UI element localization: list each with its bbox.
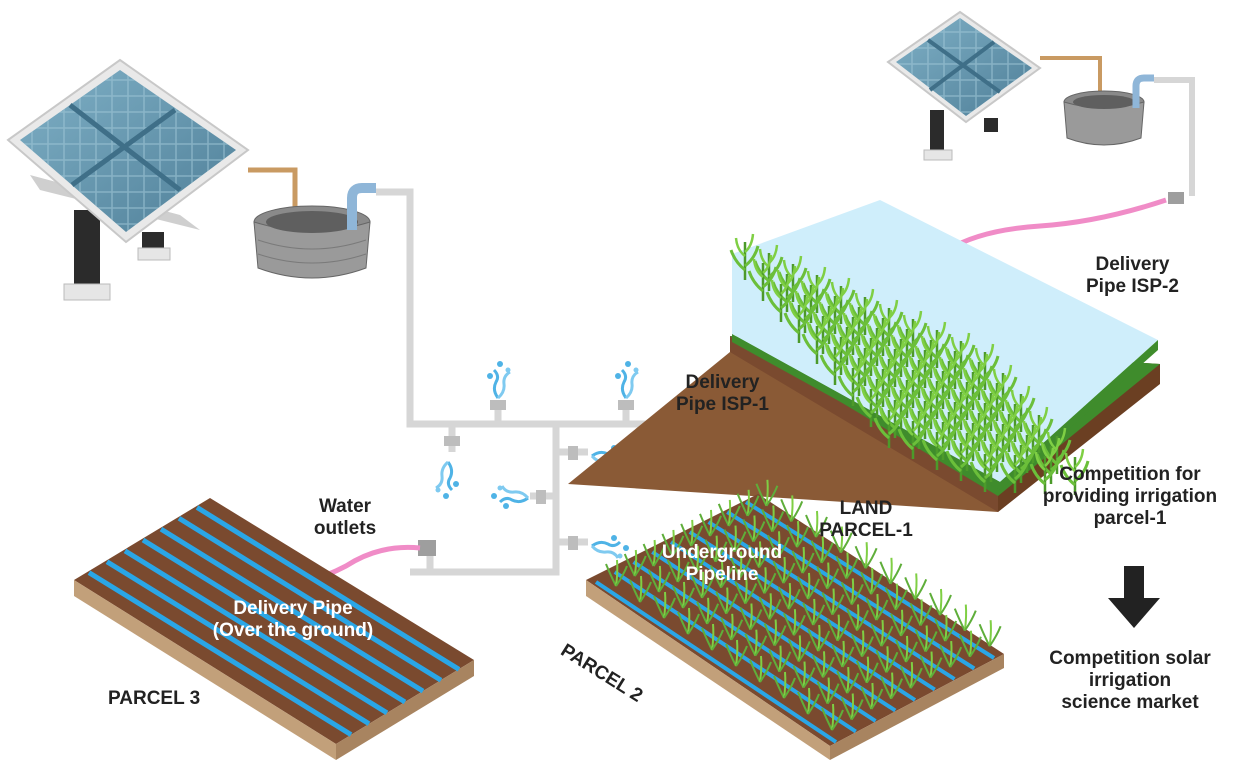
label-competition-parcel1: Competition for providing irrigation parce… xyxy=(1042,464,1218,529)
distribution-pipes xyxy=(376,188,714,576)
solar-panel-1 xyxy=(6,58,250,301)
pipe-well-2 xyxy=(1154,77,1195,196)
label-delivery-pipe-isp2: Delivery Pipe ISP-2 xyxy=(1086,254,1179,297)
label-water-outlets: Water outlets xyxy=(313,496,377,539)
water-well-1 xyxy=(253,183,376,279)
label-delivery-over-ground: Delivery Pipe (Over the ground) xyxy=(212,598,374,641)
label-competition-market: Competition solar irrigation science marke… xyxy=(1049,648,1211,713)
parcel-2 xyxy=(586,478,1004,760)
parcel-3 xyxy=(74,498,474,760)
solar-panel-2 xyxy=(886,10,1042,161)
label-delivery-pipe-isp1: Delivery Pipe ISP-1 xyxy=(676,372,769,415)
label-parcel-3: PARCEL 3 xyxy=(108,688,201,709)
power-cable-1 xyxy=(248,167,298,215)
down-arrow xyxy=(1108,566,1160,628)
label-underground-pipeline: Underground Pipeline xyxy=(661,542,783,585)
label-land-parcel1: LAND PARCEL-1 xyxy=(819,498,913,541)
power-cable-2 xyxy=(1040,56,1102,96)
water-well-2 xyxy=(1063,74,1154,146)
outlet-isp2 xyxy=(1168,192,1184,204)
